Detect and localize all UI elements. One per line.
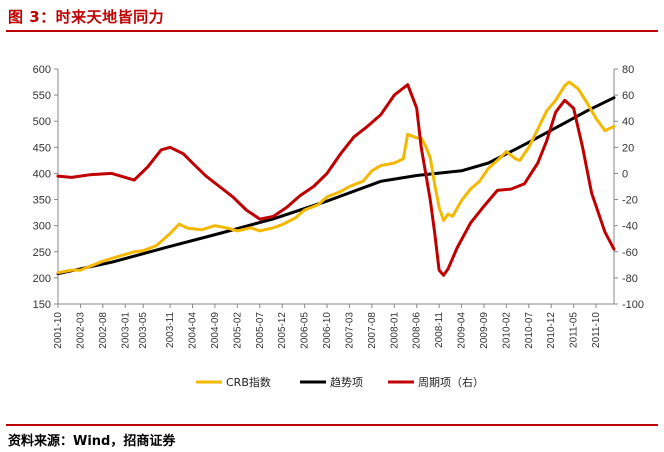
x-tick-label: 2008-06 bbox=[412, 312, 423, 349]
right-tick-label: -60 bbox=[622, 247, 638, 259]
right-tick-label: 40 bbox=[622, 116, 634, 128]
left-tick-label: 500 bbox=[33, 116, 51, 128]
legend-label: 趋势项 bbox=[330, 376, 363, 389]
left-tick-label: 600 bbox=[33, 64, 51, 76]
series-line-trend bbox=[56, 96, 616, 276]
legend-entry: CRB指数 bbox=[196, 375, 271, 389]
x-tick-label: 2011-10 bbox=[591, 312, 602, 348]
x-tick-label: 2003-01 bbox=[120, 312, 131, 349]
left-axis: 150 200 250 300 350 400 450 500 550 600 bbox=[33, 64, 59, 311]
x-axis: 2001-10 2002-03 2002-08 2003-01 2003-05 2003-… bbox=[53, 303, 614, 349]
x-tick-label: 2005-02 bbox=[232, 312, 243, 349]
right-tick-label: -40 bbox=[622, 221, 638, 233]
x-tick-label: 2011-05 bbox=[569, 312, 580, 348]
x-tick-label: 2010-07 bbox=[524, 312, 535, 349]
x-tick-label: 2008-11 bbox=[434, 312, 445, 348]
x-tick-label: 2006-10 bbox=[322, 312, 333, 349]
right-tick-label: -100 bbox=[622, 299, 644, 311]
series-line-crb bbox=[56, 80, 616, 275]
x-tick-label: 2002-03 bbox=[75, 312, 86, 349]
series-line-cycle bbox=[56, 83, 616, 277]
x-tick-label: 2009-04 bbox=[457, 312, 468, 349]
title-divider bbox=[6, 30, 658, 32]
right-axis: -100 -80 -60 -40 -20 0 20 40 60 80 bbox=[613, 64, 644, 311]
left-tick-label: 350 bbox=[33, 195, 51, 207]
right-tick-label: -20 bbox=[622, 195, 638, 207]
left-tick-label: 200 bbox=[33, 273, 51, 285]
series-layer bbox=[56, 80, 616, 277]
x-tick-label: 2005-12 bbox=[277, 312, 288, 349]
left-tick-label: 400 bbox=[33, 168, 51, 180]
left-tick-label: 450 bbox=[33, 142, 51, 154]
figure-title: 图 3：时来天地皆同力 bbox=[8, 8, 165, 26]
x-tick-label: 2008-01 bbox=[389, 312, 400, 349]
source-note: 资料来源：Wind，招商证券 bbox=[8, 434, 176, 449]
right-tick-label: -80 bbox=[622, 273, 638, 285]
legend-label: CRB指数 bbox=[226, 375, 271, 389]
x-tick-label: 2003-11 bbox=[165, 312, 176, 348]
left-tick-label: 250 bbox=[33, 247, 51, 259]
right-tick-label: 60 bbox=[622, 90, 634, 102]
x-tick-label: 2006-05 bbox=[300, 312, 311, 349]
x-tick-label: 2009-09 bbox=[479, 312, 490, 349]
x-tick-label: 2004-04 bbox=[188, 312, 199, 349]
right-tick-label: 0 bbox=[622, 168, 628, 180]
x-tick-label: 2005-07 bbox=[255, 312, 266, 349]
x-tick-label: 2010-12 bbox=[546, 312, 557, 349]
legend-label: 周期项（右） bbox=[418, 375, 484, 389]
left-tick-label: 300 bbox=[33, 221, 51, 233]
x-tick-label: 2010-02 bbox=[501, 312, 512, 349]
x-tick-label: 2002-08 bbox=[98, 312, 109, 349]
right-tick-label: 20 bbox=[622, 142, 634, 154]
x-tick-label: 2007-03 bbox=[344, 312, 355, 349]
x-tick-label: 2003-05 bbox=[138, 312, 149, 349]
footer-divider bbox=[6, 424, 658, 426]
left-tick-label: 150 bbox=[33, 299, 51, 311]
left-tick-label: 550 bbox=[33, 90, 51, 102]
legend: CRB指数 趋势项 周期项（右） bbox=[196, 375, 484, 389]
legend-entry: 周期项（右） bbox=[388, 375, 484, 389]
legend-entry: 趋势项 bbox=[300, 376, 363, 389]
x-tick-label: 2007-08 bbox=[367, 312, 378, 349]
x-tick-label: 2001-10 bbox=[53, 312, 64, 349]
right-tick-label: 80 bbox=[622, 64, 634, 76]
x-tick-label: 2004-09 bbox=[210, 312, 221, 349]
